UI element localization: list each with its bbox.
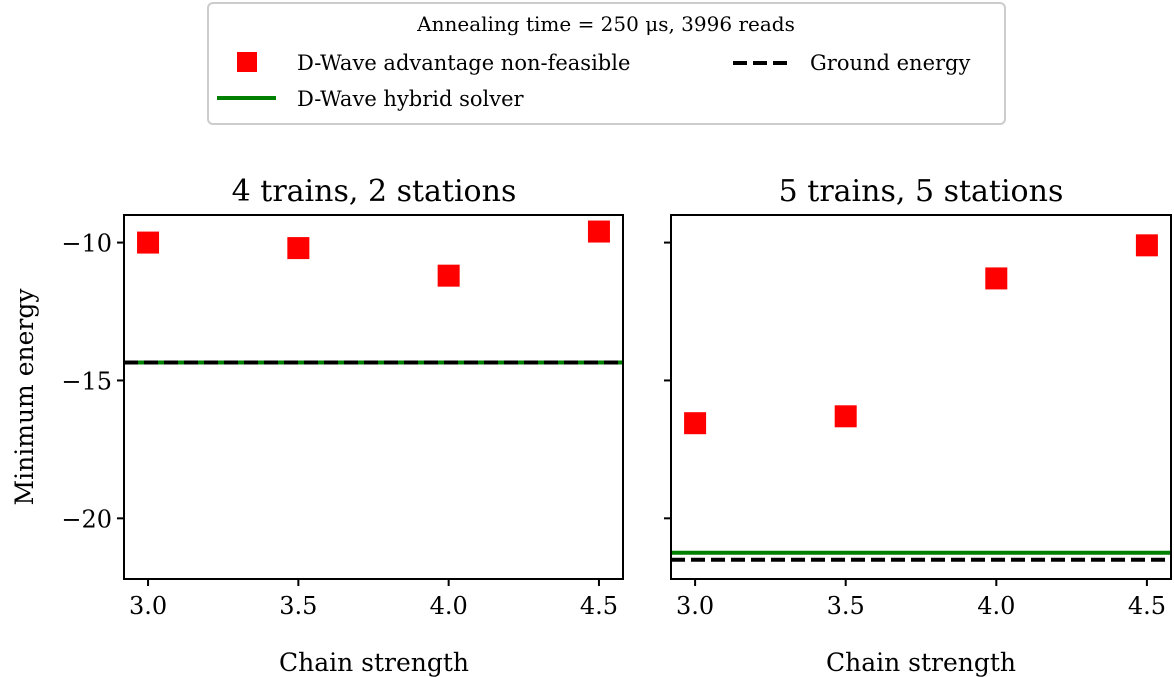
x-tick-label: 4.0 bbox=[977, 592, 1015, 620]
data-point bbox=[684, 412, 707, 435]
x-tick-label: 3.5 bbox=[279, 592, 317, 620]
legend-label-dwave-advantage: D-Wave advantage non-feasible bbox=[297, 51, 630, 75]
legend-label-hybrid-solver: D-Wave hybrid solver bbox=[297, 87, 525, 111]
panel-right-frame bbox=[670, 214, 1172, 580]
panel-right-title: 5 trains, 5 stations bbox=[779, 174, 1064, 209]
x-tick-label: 4.0 bbox=[430, 592, 468, 620]
panel-left-xlabel: Chain strength bbox=[279, 648, 469, 677]
legend-marker-square bbox=[237, 52, 257, 72]
data-point bbox=[137, 231, 160, 254]
data-point bbox=[834, 405, 857, 428]
panel-left-plot-area: 3.0 3.5 4.0 4.5 −10 −15 −20 bbox=[61, 220, 623, 620]
panel-right-plot-area: 3.0 3.5 4.0 4.5 bbox=[664, 234, 1171, 620]
x-tick-label: 4.5 bbox=[580, 592, 618, 620]
data-point bbox=[985, 267, 1008, 290]
x-tick-label: 4.5 bbox=[1128, 592, 1166, 620]
y-tick-label: −20 bbox=[61, 505, 112, 533]
data-point bbox=[587, 220, 610, 243]
legend-frame bbox=[207, 2, 1006, 125]
panel-left-frame bbox=[123, 214, 624, 580]
panel-left-ylabel: Minimum energy bbox=[10, 288, 39, 506]
legend-label-ground-energy: Ground energy bbox=[810, 51, 970, 75]
panel-right-xlabel: Chain strength bbox=[826, 648, 1016, 677]
panel-left: 4 trains, 2 stations 3.0 3.5 4.0 4.5 −10 −15 −… bbox=[10, 174, 624, 677]
panel-left-title: 4 trains, 2 stations bbox=[232, 174, 517, 209]
data-point bbox=[1135, 234, 1158, 257]
y-tick-label: −10 bbox=[61, 230, 112, 258]
x-tick-label: 3.0 bbox=[129, 592, 167, 620]
legend-title: Annealing time = 250 μs, 3996 reads bbox=[416, 12, 795, 36]
y-tick-label: −15 bbox=[61, 367, 112, 395]
data-point bbox=[287, 237, 310, 260]
legend: Annealing time = 250 μs, 3996 reads D-Wa… bbox=[207, 2, 1006, 125]
x-tick-label: 3.5 bbox=[827, 592, 865, 620]
x-tick-label: 3.0 bbox=[676, 592, 714, 620]
panel-right: 5 trains, 5 stations 3.0 3.5 4.0 4.5 Chain … bbox=[664, 174, 1172, 677]
data-point bbox=[437, 264, 460, 287]
